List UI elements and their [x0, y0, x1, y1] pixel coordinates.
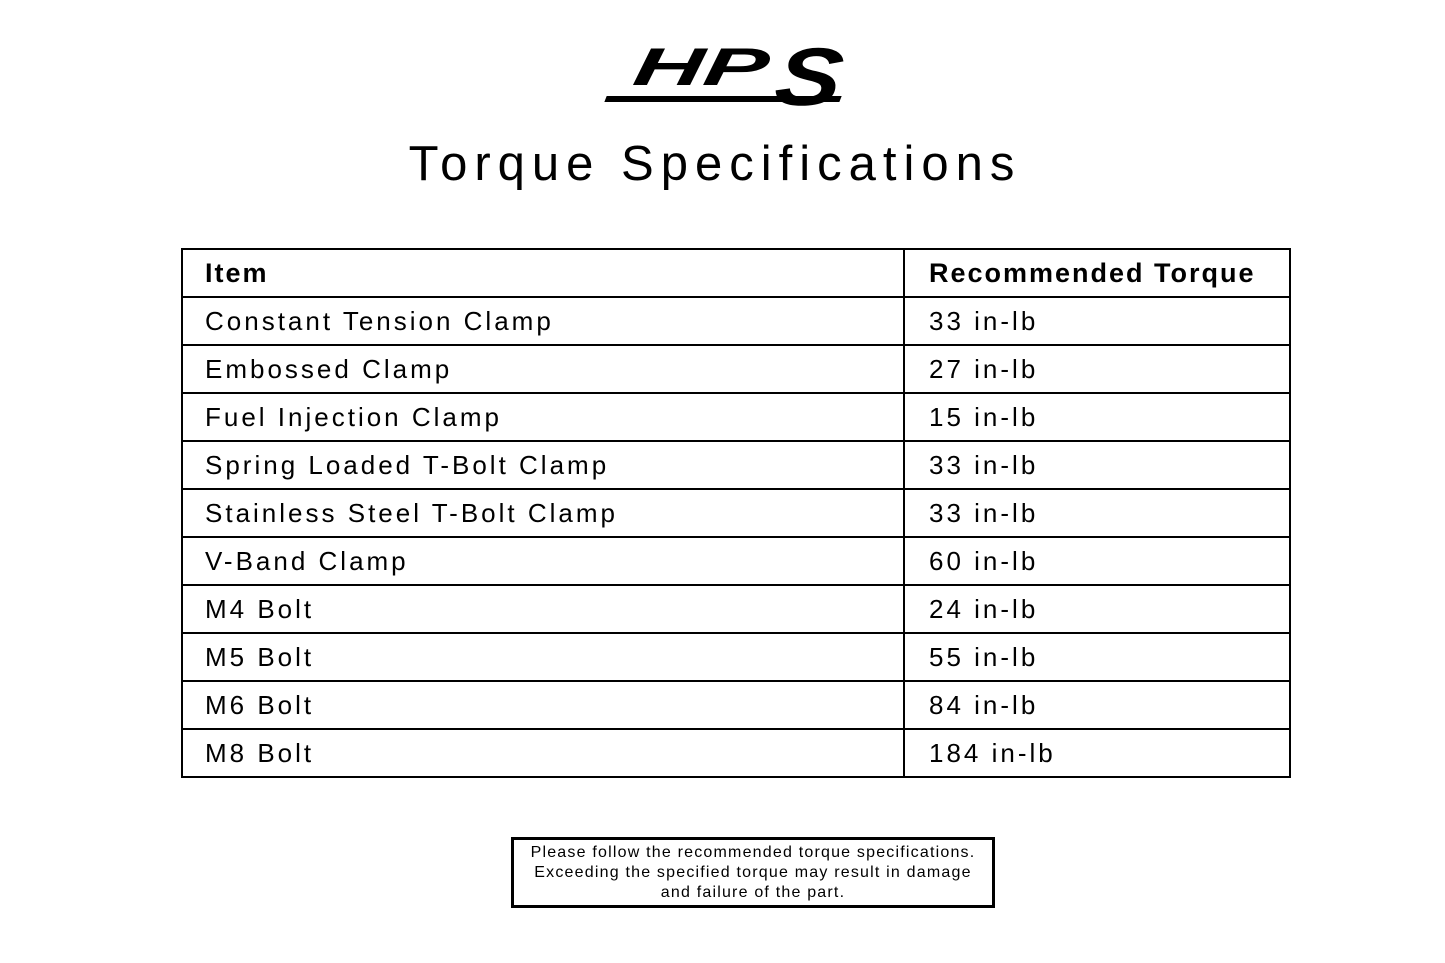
torque-cell: 15 in-lb — [903, 392, 1291, 442]
torque-cell: 55 in-lb — [903, 632, 1291, 682]
item-cell: M4 Bolt — [181, 584, 905, 634]
note-line-2: Exceeding the specified torque may resul… — [534, 863, 972, 881]
item-cell: Fuel Injection Clamp — [181, 392, 905, 442]
torque-cell: 84 in-lb — [903, 680, 1291, 730]
item-cell: M6 Bolt — [181, 680, 905, 730]
item-cell: M8 Bolt — [181, 728, 905, 778]
note-line-3: and failure of the part. — [660, 883, 846, 901]
note-box: Please follow the recommended torque spe… — [511, 837, 995, 908]
torque-table: Item Recommended Torque Constant Tension… — [181, 248, 1291, 778]
table-row: M6 Bolt 84 in-lb — [181, 680, 1291, 730]
item-column-header: Item — [181, 248, 905, 298]
torque-cell: 27 in-lb — [903, 344, 1291, 394]
item-cell: Constant Tension Clamp — [181, 296, 905, 346]
torque-cell: 33 in-lb — [903, 296, 1291, 346]
torque-column-header: Recommended Torque — [903, 248, 1291, 298]
torque-table-body: Constant Tension Clamp 33 in-lb Embossed… — [181, 296, 1291, 778]
logo-underline — [604, 96, 842, 102]
torque-cell: 60 in-lb — [903, 536, 1291, 586]
item-cell: Spring Loaded T-Bolt Clamp — [181, 440, 905, 490]
table-row: Fuel Injection Clamp 15 in-lb — [181, 392, 1291, 442]
table-row: M8 Bolt 184 in-lb — [181, 728, 1291, 778]
table-row: M4 Bolt 24 in-lb — [181, 584, 1291, 634]
table-row: Spring Loaded T-Bolt Clamp 33 in-lb — [181, 440, 1291, 490]
table-header-row: Item Recommended Torque — [181, 248, 1291, 298]
torque-cell: 24 in-lb — [903, 584, 1291, 634]
torque-cell: 33 in-lb — [903, 488, 1291, 538]
logo-hp-text: HP — [630, 44, 774, 97]
note-line-1: Please follow the recommended torque spe… — [530, 843, 976, 861]
hps-logo-graphic: HP S — [604, 44, 847, 108]
item-cell: Stainless Steel T-Bolt Clamp — [181, 488, 905, 538]
item-cell: M5 Bolt — [181, 632, 905, 682]
torque-cell: 184 in-lb — [903, 728, 1291, 778]
hps-logo: HP S — [601, 44, 847, 108]
table-row: M5 Bolt 55 in-lb — [181, 632, 1291, 682]
table-row: Embossed Clamp 27 in-lb — [181, 344, 1291, 394]
table-row: Constant Tension Clamp 33 in-lb — [181, 296, 1291, 346]
table-row: V-Band Clamp 60 in-lb — [181, 536, 1291, 586]
item-cell: V-Band Clamp — [181, 536, 905, 586]
item-cell: Embossed Clamp — [181, 344, 905, 394]
torque-cell: 33 in-lb — [903, 440, 1291, 490]
page-title: Torque Specifications — [408, 137, 1022, 191]
table-row: Stainless Steel T-Bolt Clamp 33 in-lb — [181, 488, 1291, 538]
